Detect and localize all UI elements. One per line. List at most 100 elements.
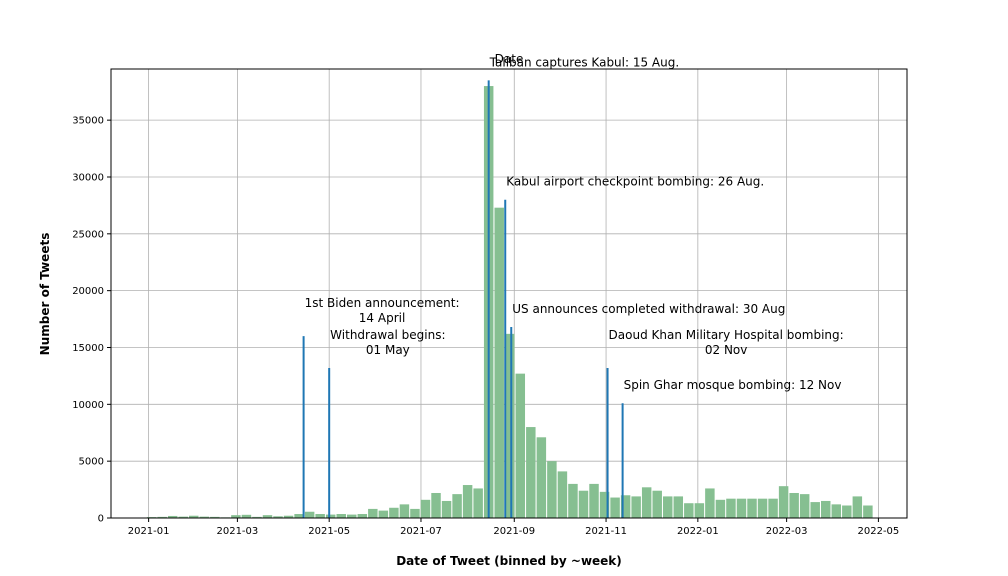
- bar: [852, 496, 863, 518]
- bar: [167, 515, 178, 518]
- bar: [378, 510, 389, 518]
- y-axis: 0 5000 10000 15000 20000 25000 30000 35000: [72, 116, 111, 525]
- y-axis-title: Number of Tweets: [38, 233, 52, 356]
- bar: [410, 508, 420, 518]
- y-tick-label: 15000: [72, 343, 104, 354]
- bar: [505, 333, 515, 518]
- bar: [863, 505, 873, 518]
- bar: [663, 496, 673, 518]
- bar-series: [146, 86, 873, 519]
- bar: [304, 511, 315, 518]
- x-tick-label: 2021-09: [493, 526, 535, 537]
- event-label: Kabul airport checkpoint bombing: 26 Aug…: [506, 175, 764, 189]
- bar: [473, 488, 483, 518]
- event-label: Spin Ghar mosque bombing: 12 Nov: [624, 378, 842, 392]
- event-lines: [302, 80, 624, 518]
- bar: [620, 495, 631, 518]
- bar: [757, 498, 768, 518]
- bar: [736, 498, 747, 518]
- event-label: Daoud Khan Military Hospital bombing:: [609, 328, 844, 342]
- x-tick-label: 2021-05: [308, 526, 350, 537]
- bar: [694, 503, 705, 518]
- bar: [283, 515, 294, 518]
- bar: [515, 373, 526, 518]
- bar: [715, 499, 726, 518]
- bar: [431, 492, 441, 518]
- event-label: 14 April: [359, 311, 406, 325]
- bar: [210, 516, 220, 518]
- bar: [631, 496, 641, 518]
- bar: [821, 500, 831, 518]
- bar: [799, 494, 810, 518]
- bar: [641, 487, 652, 518]
- bar: [241, 514, 252, 518]
- bar: [357, 514, 368, 518]
- bar: [768, 498, 778, 518]
- bar: [368, 508, 378, 518]
- bar: [568, 483, 578, 518]
- bar: [705, 488, 715, 518]
- x-tick-label: 2022-01: [677, 526, 719, 537]
- y-tick-label: 5000: [79, 457, 104, 468]
- y-tick-label: 10000: [72, 400, 104, 411]
- bar: [726, 498, 736, 518]
- bar: [262, 515, 273, 518]
- event-label: 1st Biden announcement:: [305, 296, 460, 310]
- bar: [273, 516, 283, 518]
- event-label: 01 May: [366, 343, 410, 357]
- bar: [673, 496, 684, 518]
- bar: [547, 461, 557, 518]
- chart-title: Date: [495, 52, 524, 66]
- bar: [157, 516, 167, 518]
- bar: [536, 437, 547, 518]
- bar: [557, 471, 568, 518]
- bar: [494, 207, 504, 519]
- bar: [578, 490, 589, 518]
- bar: [778, 486, 789, 518]
- event-annotations: 1st Biden announcement:14 April Withdrawa…: [305, 55, 844, 392]
- bar: [199, 516, 210, 518]
- x-tick-label: 2021-03: [216, 526, 258, 537]
- bar: [842, 505, 852, 518]
- y-tick-label: 20000: [72, 286, 104, 297]
- bar: [347, 514, 357, 518]
- bar: [178, 516, 188, 518]
- bar: [462, 485, 473, 518]
- x-axis: 2021-01 2021-03 2021-05 2021-07 2021-09 2021-…: [128, 518, 900, 537]
- bar: [325, 514, 336, 518]
- bar: [452, 494, 462, 518]
- bar: [315, 514, 325, 518]
- bar: [420, 499, 431, 518]
- y-tick-label: 0: [98, 514, 104, 525]
- y-tick-label: 35000: [72, 116, 104, 127]
- bar: [599, 491, 610, 518]
- bar: [336, 514, 346, 518]
- x-tick-label: 2021-01: [128, 526, 170, 537]
- bar: [389, 507, 399, 518]
- x-tick-label: 2021-11: [585, 526, 627, 537]
- event-label: Taliban captures Kabul: 15 Aug.: [489, 55, 680, 69]
- y-tick-label: 25000: [72, 229, 104, 240]
- plot-frame: [110, 68, 908, 519]
- y-tick-label: 30000: [72, 172, 104, 183]
- x-tick-label: 2022-05: [858, 526, 900, 537]
- x-tick-label: 2022-03: [766, 526, 808, 537]
- bar: [652, 490, 662, 518]
- bar: [526, 427, 536, 518]
- event-label: 02 Nov: [705, 343, 748, 357]
- bar: [231, 515, 241, 518]
- event-label: US announces completed withdrawal: 30 Au…: [512, 302, 785, 316]
- bar: [810, 502, 820, 518]
- bar: [589, 483, 599, 518]
- bar: [189, 515, 199, 518]
- x-tick-label: 2021-07: [400, 526, 442, 537]
- bar: [789, 492, 799, 518]
- bar: [831, 504, 842, 518]
- x-axis-title: Date of Tweet (binned by ~week): [396, 554, 622, 568]
- bar: [747, 498, 757, 518]
- bar: [684, 503, 694, 518]
- bar: [252, 516, 262, 518]
- event-label: Withdrawal begins:: [330, 328, 445, 342]
- bar: [441, 500, 452, 518]
